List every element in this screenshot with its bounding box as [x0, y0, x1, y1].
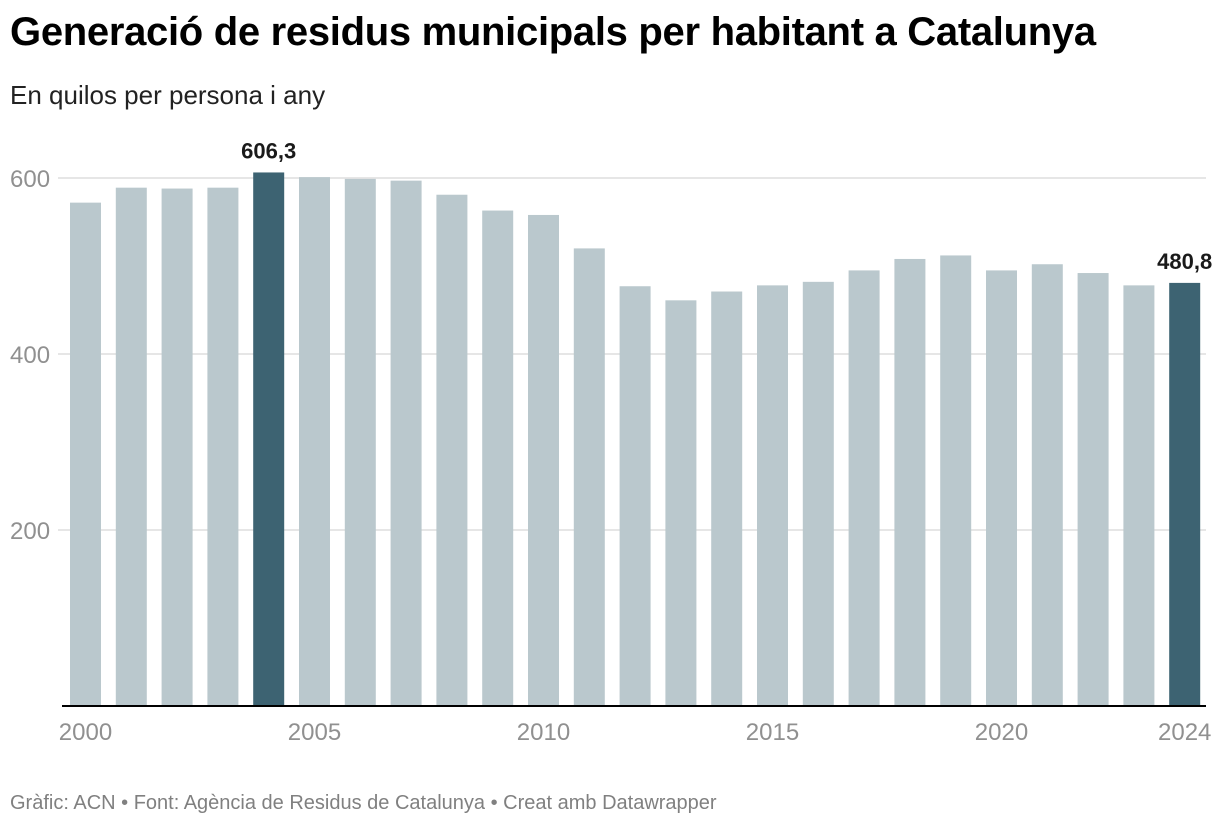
bar-2011	[573, 248, 605, 706]
bar-2005	[299, 177, 330, 706]
bar-2020	[986, 270, 1017, 706]
bar-2004	[253, 172, 285, 706]
bar-2015	[757, 285, 788, 706]
bar-2006	[344, 178, 376, 706]
bar-2002	[161, 188, 193, 706]
x-tick-label-2000: 2000	[59, 719, 112, 746]
bar-2010	[528, 214, 559, 706]
bar-2019	[940, 255, 972, 706]
chart-subtitle: En quilos per persona i any	[10, 80, 326, 110]
data-label-2004: 606,3	[241, 138, 296, 163]
bar-2001	[115, 187, 147, 706]
x-tick-label-2010: 2010	[517, 719, 570, 746]
bar-2012	[619, 286, 651, 706]
x-tick-label-2005: 2005	[288, 719, 341, 746]
x-tick-label-2024: 2024	[1158, 719, 1211, 746]
bar-2023	[1123, 285, 1155, 706]
bar-2024	[1169, 282, 1201, 706]
y-tick-label-600: 600	[10, 166, 50, 193]
bar-2000	[70, 202, 101, 706]
bar-2009	[482, 210, 514, 706]
data-label-2024: 480,8	[1157, 249, 1212, 274]
y-tick-label-400: 400	[10, 342, 50, 369]
bar-2021	[1031, 264, 1063, 706]
chart-title: Generació de residus municipals per habi…	[10, 10, 1096, 54]
bar-2008	[436, 194, 468, 706]
chart-footer: Gràfic: ACN • Font: Agència de Residus d…	[10, 792, 717, 814]
x-tick-label-2015: 2015	[746, 719, 799, 746]
bar-2016	[802, 281, 834, 706]
bar-2022	[1077, 273, 1109, 706]
x-tick-label-2020: 2020	[975, 719, 1028, 746]
bar-2003	[207, 187, 239, 706]
bar-2013	[665, 300, 697, 706]
y-tick-label-200: 200	[10, 518, 50, 545]
bar-2014	[711, 291, 743, 706]
bar-2018	[894, 258, 926, 706]
bar-2007	[390, 180, 422, 706]
bar-2017	[848, 270, 880, 706]
